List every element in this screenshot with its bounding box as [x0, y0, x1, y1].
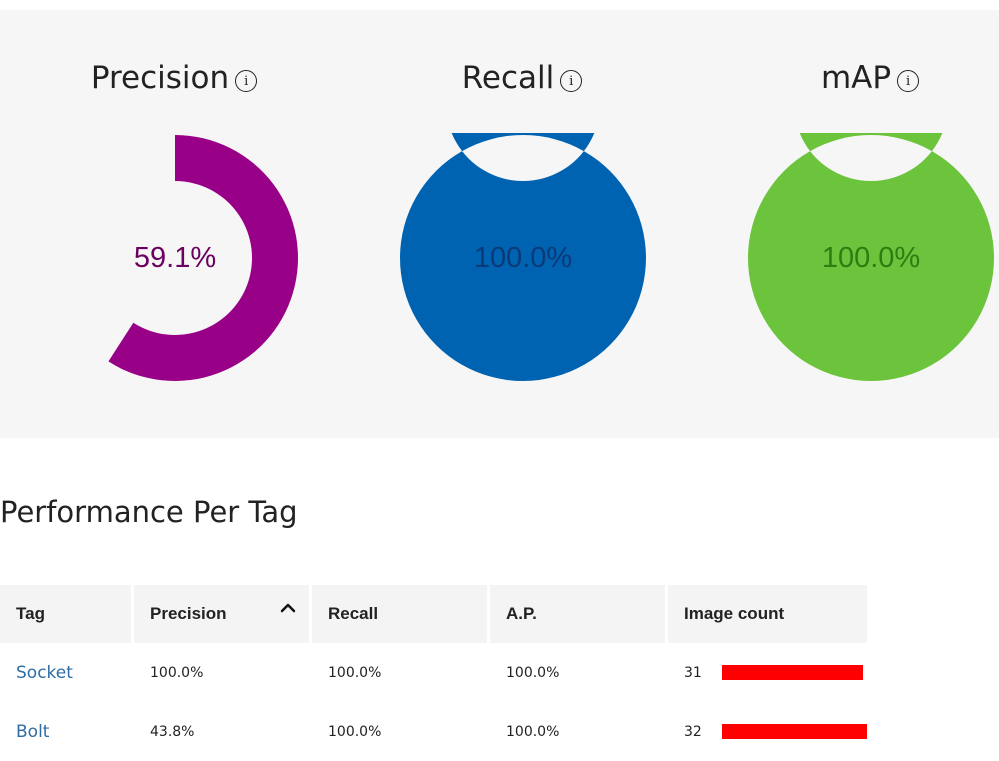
info-icon[interactable]: i	[235, 70, 258, 92]
recall-metric: Recall i 100.0%	[372, 10, 672, 438]
column-header-precision[interactable]: Precision	[134, 585, 309, 643]
column-header-precision-label: Precision	[150, 604, 227, 623]
column-header-recall[interactable]: Recall	[312, 585, 487, 643]
recall-cell: 100.0%	[328, 723, 382, 740]
map-donut-chart	[747, 133, 994, 381]
table-row: Socket 100.0% 100.0% 100.0% 31	[0, 643, 870, 702]
performance-table: Tag Precision Recall A.P. Image count So…	[0, 585, 870, 761]
info-icon[interactable]: i	[897, 70, 920, 92]
precision-value: 59.1%	[133, 241, 217, 274]
precision-cell: 43.8%	[150, 723, 195, 740]
map-value: 100.0%	[821, 241, 921, 274]
precision-donut-arc	[108, 135, 299, 381]
precision-title: Precision	[90, 60, 230, 96]
recall-title: Recall	[461, 60, 555, 96]
recall-value: 100.0%	[473, 241, 573, 274]
section-title: Performance Per Tag	[0, 495, 298, 529]
tag-link-socket[interactable]: Socket	[16, 662, 73, 683]
precision-cell: 100.0%	[150, 664, 204, 681]
image-count-bar	[722, 665, 864, 680]
recall-title-row: Recall i	[372, 60, 672, 96]
tag-cell: Socket	[0, 663, 131, 683]
precision-metric: Precision i 59.1%	[24, 10, 324, 438]
sort-ascending-icon[interactable]	[279, 599, 297, 617]
recall-cell: 100.0%	[328, 664, 382, 681]
ap-cell: 100.0%	[506, 664, 560, 681]
image-count-value: 31	[684, 664, 702, 681]
recall-donut-chart	[399, 133, 646, 381]
info-icon[interactable]: i	[560, 70, 583, 92]
ap-cell: 100.0%	[506, 723, 560, 740]
table-header-row: Tag Precision Recall A.P. Image count	[0, 585, 870, 643]
image-count-bar	[721, 724, 867, 739]
image-count-cell: 31	[668, 665, 867, 681]
image-count-cell: 32	[668, 724, 867, 740]
precision-donut-chart	[108, 135, 299, 381]
tag-cell: Bolt	[0, 722, 131, 742]
map-donut-arc	[747, 133, 994, 381]
column-header-tag[interactable]: Tag	[0, 585, 131, 643]
table-row: Bolt 43.8% 100.0% 100.0% 32	[0, 702, 870, 761]
recall-donut-arc	[399, 133, 646, 381]
tag-link-bolt[interactable]: Bolt	[16, 721, 50, 742]
column-header-ap[interactable]: A.P.	[490, 585, 665, 643]
map-metric: mAP i 100.0%	[720, 10, 999, 438]
precision-title-row: Precision i	[24, 60, 324, 96]
column-header-image-count[interactable]: Image count	[668, 585, 867, 643]
image-count-value: 32	[684, 723, 702, 740]
metrics-panel: Precision i 59.1% Recall i 100.0% mAP i …	[0, 10, 999, 438]
map-title: mAP	[820, 60, 892, 96]
map-title-row: mAP i	[720, 60, 999, 96]
